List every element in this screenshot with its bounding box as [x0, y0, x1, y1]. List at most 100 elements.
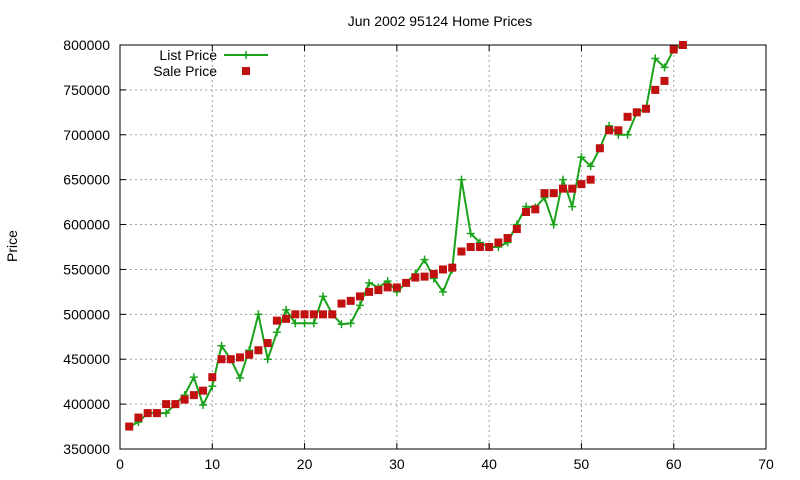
point-sale-price	[300, 310, 309, 319]
x-tick-label: 0	[116, 456, 124, 472]
point-list-price	[651, 54, 660, 63]
legend-point-list-price	[242, 51, 250, 59]
point-sale-price	[355, 292, 364, 301]
point-sale-price	[540, 189, 549, 198]
y-tick-label: 350000	[63, 441, 110, 457]
y-tick-label: 750000	[63, 82, 110, 98]
point-sale-price	[586, 175, 595, 184]
x-tick-label: 60	[666, 456, 682, 472]
point-sale-price	[309, 310, 318, 319]
point-list-price	[586, 162, 595, 171]
legend-label-sale-price: Sale Price	[153, 63, 217, 79]
point-list-price	[466, 229, 475, 238]
point-sale-price	[125, 422, 134, 431]
point-sale-price	[485, 243, 494, 251]
point-sale-price	[420, 272, 429, 281]
point-sale-price	[134, 413, 143, 422]
point-sale-price	[531, 205, 540, 214]
y-tick-label: 700000	[63, 127, 110, 143]
point-sale-price	[623, 112, 632, 121]
point-list-price	[577, 153, 586, 162]
plot-border	[119, 44, 767, 450]
point-sale-price	[494, 238, 503, 247]
point-sale-price	[199, 386, 208, 395]
point-list-price	[346, 319, 355, 328]
point-sale-price	[577, 180, 586, 189]
point-list-price	[189, 373, 198, 382]
point-sale-price	[162, 400, 171, 409]
point-sale-price	[651, 85, 660, 94]
point-list-price	[199, 401, 208, 410]
y-tick-label: 600000	[63, 217, 110, 233]
point-sale-price	[263, 339, 272, 348]
point-sale-price	[642, 104, 651, 113]
point-list-price	[291, 319, 300, 328]
point-sale-price	[614, 126, 623, 135]
point-sale-price	[568, 184, 577, 193]
y-tick-label: 500000	[63, 306, 110, 322]
point-sale-price	[512, 225, 521, 234]
point-sale-price	[383, 283, 392, 292]
y-axis-ticks: 350000 400000 450000 500000 550000 600000 6500…	[63, 37, 766, 457]
point-sale-price	[291, 310, 300, 319]
point-sale-price	[245, 350, 254, 359]
grid-lines	[120, 45, 766, 449]
point-sale-price	[411, 273, 420, 282]
legend-label-list-price: List Price	[159, 47, 217, 63]
point-list-price	[355, 301, 364, 310]
point-list-price	[623, 130, 632, 139]
y-tick-label: 400000	[63, 396, 110, 412]
x-tick-label: 40	[481, 456, 497, 472]
legend: List Price Sale Price	[153, 47, 268, 79]
point-sale-price	[319, 310, 328, 319]
point-sale-price	[226, 355, 235, 364]
y-axis-label: Price	[4, 230, 20, 262]
point-sale-price	[457, 247, 466, 256]
point-list-price	[420, 255, 429, 264]
point-sale-price	[171, 400, 180, 409]
point-list-price	[282, 305, 291, 314]
point-sale-price	[328, 310, 337, 319]
series-layer	[125, 41, 687, 431]
point-sale-price	[272, 316, 281, 325]
y-tick-label: 550000	[63, 261, 110, 277]
point-sale-price	[189, 391, 198, 400]
y-tick-label: 650000	[63, 172, 110, 188]
point-list-price	[263, 355, 272, 364]
point-sale-price	[475, 243, 484, 251]
point-sale-price	[208, 373, 217, 382]
point-sale-price	[558, 184, 567, 193]
point-sale-price	[143, 409, 152, 418]
point-sale-price	[282, 314, 291, 323]
point-list-price	[208, 382, 217, 391]
point-list-price	[558, 175, 567, 184]
point-list-price	[254, 310, 263, 319]
point-sale-price	[448, 263, 457, 272]
x-tick-label: 20	[297, 456, 313, 472]
legend-point-sale-price	[242, 67, 250, 75]
point-sale-price	[522, 207, 531, 216]
x-axis-ticks: 0 10 20 30 40 50 60 70	[116, 45, 774, 472]
legend-marker-sale-price	[242, 67, 250, 75]
point-list-price	[549, 220, 558, 229]
point-sale-price	[217, 355, 226, 364]
point-sale-price	[235, 353, 244, 362]
point-list-price	[457, 175, 466, 184]
point-sale-price	[402, 278, 411, 287]
point-sale-price	[374, 286, 383, 295]
point-sale-price	[180, 395, 189, 404]
point-sale-price	[605, 126, 614, 135]
point-sale-price	[337, 299, 346, 308]
point-list-price	[309, 319, 318, 328]
y-tick-label: 800000	[63, 37, 110, 53]
point-sale-price	[595, 144, 604, 153]
x-tick-label: 70	[758, 456, 774, 472]
point-sale-price	[429, 269, 438, 278]
point-list-price	[568, 202, 577, 211]
point-list-price	[300, 319, 309, 328]
point-sale-price	[466, 243, 475, 251]
point-list-price	[235, 374, 244, 383]
x-tick-label: 50	[574, 456, 590, 472]
y-tick-label: 450000	[63, 351, 110, 367]
